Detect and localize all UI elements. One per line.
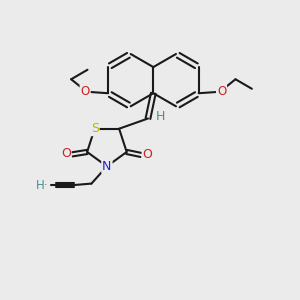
Text: O: O xyxy=(61,147,71,160)
Text: H: H xyxy=(156,110,165,123)
Text: O: O xyxy=(80,85,90,98)
Text: H·: H· xyxy=(36,178,49,192)
Text: O: O xyxy=(217,85,226,98)
Text: S: S xyxy=(91,122,99,135)
Text: O: O xyxy=(142,148,152,161)
Text: N: N xyxy=(102,160,112,173)
